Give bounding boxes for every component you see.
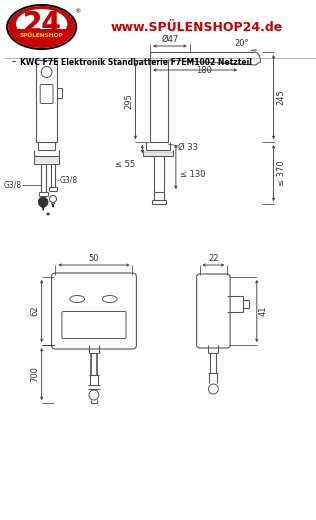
Text: ®: ® <box>74 9 80 15</box>
Text: G3/8: G3/8 <box>59 176 77 185</box>
Text: ≤ 55: ≤ 55 <box>115 160 136 168</box>
Text: ≤ 370: ≤ 370 <box>276 160 286 186</box>
Text: 62: 62 <box>31 306 40 316</box>
Text: Ø 33: Ø 33 <box>178 142 198 151</box>
Text: 24: 24 <box>22 10 61 38</box>
Ellipse shape <box>7 5 76 49</box>
Text: 41: 41 <box>259 306 268 316</box>
Text: SPÜLENSHOP: SPÜLENSHOP <box>20 33 64 37</box>
Text: 24: 24 <box>22 10 61 38</box>
Text: 20°: 20° <box>235 38 249 47</box>
Text: –: – <box>12 58 16 67</box>
Text: 245: 245 <box>276 89 286 105</box>
Text: www.SPÜLENSHOP24.de: www.SPÜLENSHOP24.de <box>111 20 283 33</box>
Ellipse shape <box>16 9 67 39</box>
Circle shape <box>38 197 48 207</box>
Text: 295: 295 <box>125 93 133 109</box>
Text: G3/8: G3/8 <box>4 180 22 189</box>
Text: 22: 22 <box>208 254 219 263</box>
Text: Ø47: Ø47 <box>161 35 179 44</box>
Text: ≤ 130: ≤ 130 <box>180 170 205 178</box>
Text: KWC F7E Elektronik Standbatterie F7EM1002 Netzteil: KWC F7E Elektronik Standbatterie F7EM100… <box>20 58 252 67</box>
Text: 700: 700 <box>31 366 40 382</box>
Ellipse shape <box>8 6 75 48</box>
Text: 50: 50 <box>89 254 99 263</box>
Text: 180: 180 <box>197 66 212 74</box>
